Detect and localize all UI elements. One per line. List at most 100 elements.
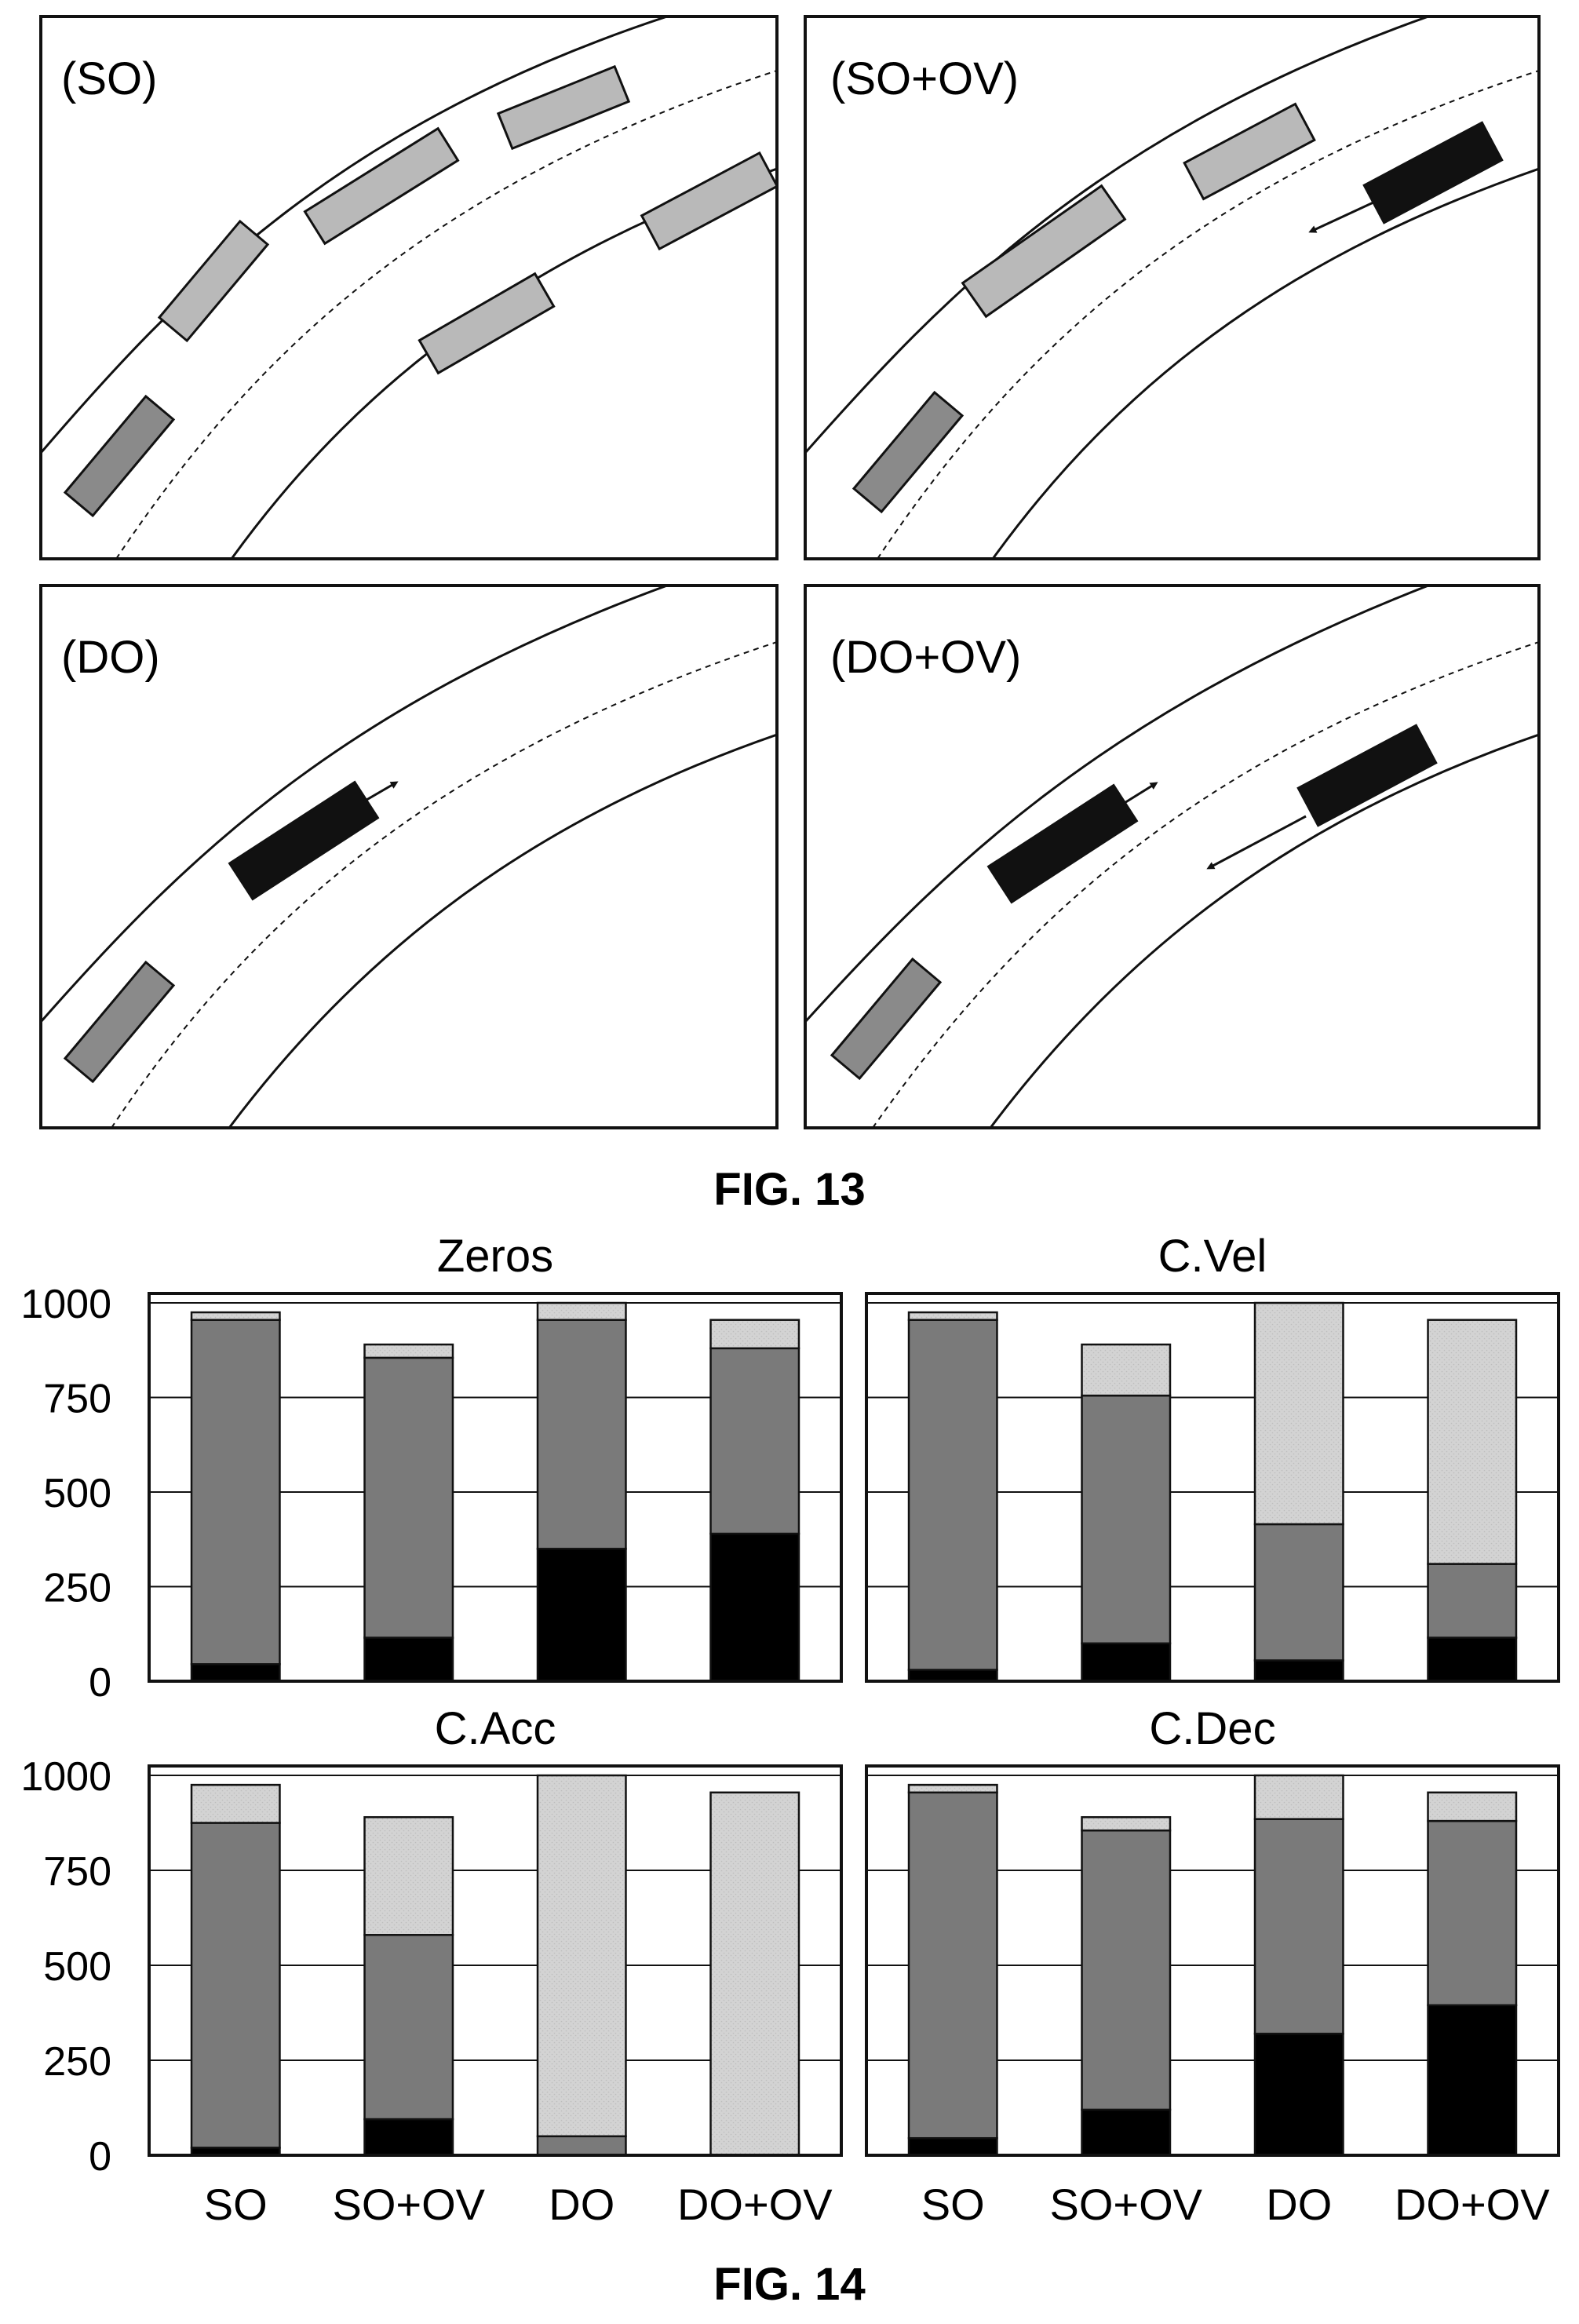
lane-divider bbox=[115, 70, 777, 559]
y-tick-label: 250 bbox=[43, 2039, 111, 2085]
ego-vehicle bbox=[63, 960, 176, 1084]
x-tick-label: SO bbox=[204, 2180, 268, 2229]
dynamic-vehicle bbox=[986, 783, 1139, 904]
scenario-panel-so-ov: (SO+OV) bbox=[804, 15, 1541, 560]
bar-segment bbox=[1081, 1642, 1172, 1683]
x-tick-label: DO+OV bbox=[677, 2180, 833, 2229]
bar-segment bbox=[907, 1669, 998, 1683]
static-vehicle bbox=[640, 151, 777, 251]
bar-segment bbox=[190, 1822, 281, 2149]
motion-arrow bbox=[362, 781, 399, 804]
bar-segment bbox=[536, 1319, 627, 1550]
static-vehicle bbox=[961, 184, 1127, 319]
bar-segment bbox=[190, 1783, 281, 1824]
bar-segment bbox=[1427, 2004, 1518, 2157]
x-tick-label: SO bbox=[921, 2180, 985, 2229]
bar-segment bbox=[190, 1319, 281, 1665]
bar-segment bbox=[709, 1319, 800, 1350]
bar-segment bbox=[363, 2118, 454, 2157]
lane-divider bbox=[877, 70, 1539, 559]
y-tick-label: 1000 bbox=[20, 1754, 111, 1800]
plot-frame bbox=[865, 1292, 1560, 1683]
road-edge-inner bbox=[228, 733, 777, 1128]
bar-segment bbox=[1081, 1815, 1172, 1832]
chart-c-acc: SO SO+OV DO DO+OV 0 250 500 750 1000 C.Acc bbox=[20, 1703, 843, 2229]
plot-frame bbox=[865, 1764, 1560, 2157]
bar-segment bbox=[1427, 1319, 1518, 1565]
bar-segment bbox=[1427, 1636, 1518, 1683]
lane-divider bbox=[872, 641, 1539, 1128]
chart-c-dec: SO SO+OV DO DO+OV C.Dec bbox=[865, 1703, 1560, 2229]
bar-segment bbox=[190, 1663, 281, 1683]
bar-segment bbox=[363, 1343, 454, 1359]
motion-arrow bbox=[1308, 200, 1376, 233]
bar-segment bbox=[907, 1783, 998, 1794]
panel-label: (DO) bbox=[61, 632, 160, 683]
y-tick-label: 500 bbox=[43, 1944, 111, 1990]
panel-label: (SO) bbox=[61, 53, 157, 104]
bar-segment bbox=[709, 1347, 800, 1535]
scenario-panel-do: (DO) bbox=[39, 584, 779, 1129]
x-tick-label: SO+OV bbox=[332, 2180, 485, 2229]
road-edge-outer bbox=[805, 586, 1429, 1023]
panel-frame bbox=[39, 584, 779, 1129]
y-tick-label: 250 bbox=[43, 1566, 111, 1611]
bar-segment bbox=[907, 1311, 998, 1321]
y-tick-label: 0 bbox=[89, 1660, 111, 1706]
bar-segment bbox=[1253, 1301, 1344, 1526]
figure-caption: FIG. 13 bbox=[713, 1164, 865, 1215]
oncoming-vehicle bbox=[1362, 121, 1504, 224]
bar-segment bbox=[907, 2136, 998, 2157]
static-vehicle bbox=[1183, 102, 1316, 201]
bar-segment bbox=[363, 1636, 454, 1683]
y-tick-label: 500 bbox=[43, 1471, 111, 1516]
bar-segment bbox=[709, 1532, 800, 1683]
x-tick-label: DO+OV bbox=[1395, 2180, 1550, 2229]
static-vehicle bbox=[418, 272, 556, 375]
lane-divider bbox=[111, 641, 777, 1128]
bar-segment bbox=[536, 1548, 627, 1683]
bar-segment bbox=[1081, 1343, 1172, 1397]
bar-segment bbox=[1427, 1819, 1518, 2007]
bar-segment bbox=[363, 1815, 454, 1936]
static-vehicle bbox=[303, 126, 460, 246]
dynamic-vehicle bbox=[228, 780, 380, 901]
bar-segment bbox=[1253, 1659, 1344, 1683]
bar-segment bbox=[1253, 2032, 1344, 2157]
chart-zeros: 0 250 500 750 1000 Zeros bbox=[20, 1231, 843, 1706]
bar-segment bbox=[907, 1319, 998, 1671]
y-tick-label: 750 bbox=[43, 1849, 111, 1895]
x-tick-label: DO bbox=[549, 2180, 614, 2229]
motion-arrow bbox=[1120, 782, 1158, 807]
plot-frame bbox=[148, 1764, 843, 2157]
bar-segment bbox=[363, 1356, 454, 1639]
static-vehicle bbox=[157, 219, 270, 343]
bar-segment bbox=[363, 1934, 454, 2121]
scenario-panel-so: (SO) bbox=[39, 15, 779, 560]
bar-segment bbox=[1427, 1791, 1518, 1822]
stacked-bar-charts: 0 250 500 750 1000 Zeros C.Vel SO SO+OV DO DO+OV 0 2… bbox=[20, 1231, 1560, 2229]
chart-title: Zeros bbox=[437, 1231, 553, 1282]
figure-caption: FIG. 14 bbox=[713, 2259, 865, 2310]
chart-title: C.Dec bbox=[1149, 1703, 1275, 1754]
road-edge-inner bbox=[991, 167, 1539, 559]
static-vehicle bbox=[496, 64, 631, 151]
panel-frame bbox=[804, 584, 1541, 1129]
panel-label: (DO+OV) bbox=[830, 632, 1021, 683]
chart-title: C.Vel bbox=[1158, 1231, 1267, 1282]
bar-segment bbox=[536, 2135, 627, 2157]
bar-segment bbox=[1253, 1818, 1344, 2035]
chart-c-vel: C.Vel bbox=[865, 1231, 1560, 1683]
x-tick-label: DO bbox=[1266, 2180, 1332, 2229]
motion-arrow bbox=[1206, 815, 1307, 870]
panel-frame bbox=[804, 15, 1541, 560]
road-edge-outer bbox=[41, 16, 668, 454]
oncoming-vehicle bbox=[1296, 724, 1438, 827]
y-tick-label: 750 bbox=[43, 1377, 111, 1422]
bar-segment bbox=[1081, 2108, 1172, 2157]
x-tick-label: SO+OV bbox=[1049, 2180, 1202, 2229]
bar-segment bbox=[1081, 1394, 1172, 1645]
ego-vehicle bbox=[851, 390, 965, 514]
scenario-panel-do-ov: (DO+OV) bbox=[804, 584, 1541, 1129]
plot-frame bbox=[148, 1292, 843, 1683]
